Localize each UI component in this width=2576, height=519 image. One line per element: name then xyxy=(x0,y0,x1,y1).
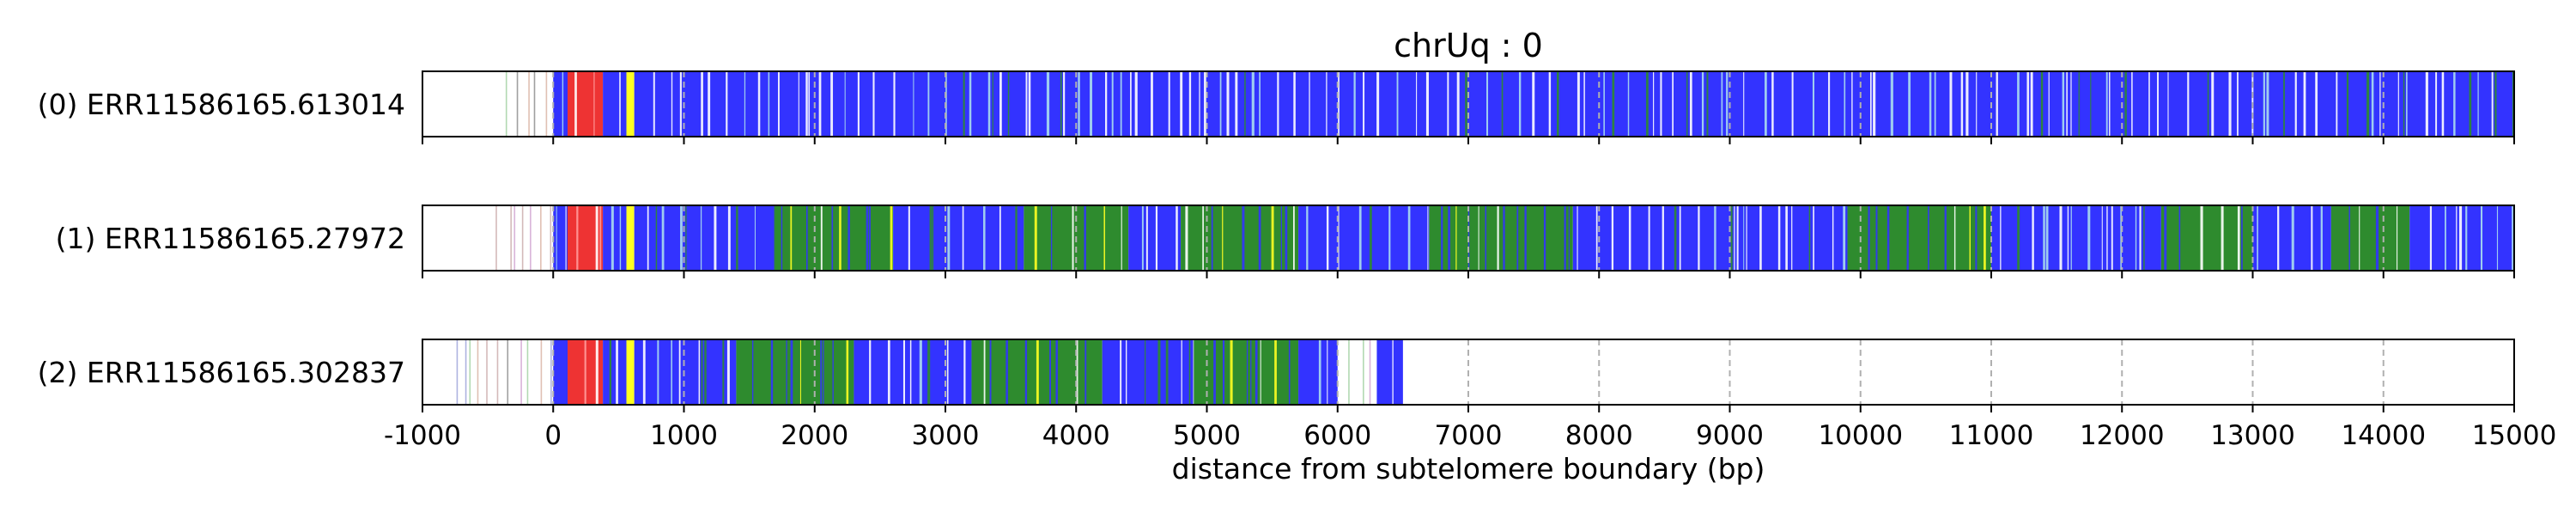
track-1-segment-8-stripes xyxy=(1034,205,1122,271)
track-2-segment-11 xyxy=(1298,339,1338,405)
track-1-segment-18-stripes xyxy=(2348,205,2398,271)
track-2-segment-6-stripes xyxy=(751,339,849,405)
track-2-segment-1 xyxy=(553,339,568,405)
x-tick-label: 8000 xyxy=(1565,420,1633,451)
track-2-segment-5-stripes xyxy=(642,339,730,405)
track-1-segment-4 xyxy=(626,205,635,271)
track-1-segment-0 xyxy=(495,205,552,271)
x-tick-label: 7000 xyxy=(1435,420,1503,451)
track-0-segment-1 xyxy=(553,71,568,137)
track-1-segment-10-stripes xyxy=(1185,205,1295,271)
track-1-segment-5-stripes xyxy=(647,205,777,271)
track-1-segment-9-stripes xyxy=(1141,205,1178,271)
track-2-segment-3 xyxy=(603,339,627,405)
track-1-segment-6-stripes xyxy=(781,205,893,271)
track-1-segment-14-stripes xyxy=(1868,205,1986,271)
track-0-segment-2-stripes xyxy=(574,71,595,137)
track-1-segment-11 xyxy=(1298,205,1430,271)
track-1-segment-6 xyxy=(775,205,894,271)
x-axis-label: distance from subtelomere boundary (bp) xyxy=(1172,452,1765,485)
track-0-segment-5 xyxy=(634,71,2514,137)
track-2-segment-9-stripes xyxy=(1120,339,1194,405)
track-1-segment-1-stripes xyxy=(556,205,567,271)
x-tick-label: 6000 xyxy=(1303,420,1371,451)
track-1-segment-3 xyxy=(603,205,627,271)
track-1-segment-3-stripes xyxy=(611,205,622,271)
track-1-segment-9 xyxy=(1128,205,1182,271)
track-0-segment-3 xyxy=(603,71,627,137)
track-0-segment-5-stripes xyxy=(653,71,2514,137)
track-2-segment-9 xyxy=(1102,339,1194,405)
track-0-segment-2 xyxy=(567,71,604,137)
x-tick-label: 3000 xyxy=(912,420,980,451)
track-2-segment-7 xyxy=(854,339,972,405)
x-tick-label: 1000 xyxy=(650,420,718,451)
track-2: (2) ERR11586165.302837 xyxy=(38,339,2515,412)
track-2-segment-2-stripes xyxy=(584,339,598,405)
track-1-segment-11-stripes xyxy=(1306,205,1429,271)
track-1-segment-15-stripes xyxy=(2000,205,2145,271)
track-1-segment-2-stripes xyxy=(576,205,602,271)
track-1: (1) ERR11586165.27972 xyxy=(56,205,2515,278)
track-2-segment-11-stripes xyxy=(1318,339,1328,405)
track-label-0: (0) ERR11586165.613014 xyxy=(38,88,405,121)
track-2-segment-12 xyxy=(1348,339,1371,405)
track-2-segment-13 xyxy=(1376,339,1403,405)
track-1-segment-14 xyxy=(1847,205,1991,271)
track-2-segment-10 xyxy=(1194,339,1299,405)
track-0-segment-4 xyxy=(626,71,635,137)
track-2-segment-10-stripes xyxy=(1213,339,1291,405)
track-0: (0) ERR11586165.613014 xyxy=(38,70,2515,144)
x-tick-label: 2000 xyxy=(781,420,848,451)
tracks-layer: (0) ERR11586165.613014 (1) ERR11586165.27… xyxy=(38,70,2515,412)
track-2-segment-6 xyxy=(736,339,854,405)
track-1-segment-19-stripes xyxy=(2429,205,2514,271)
track-1-segment-5 xyxy=(634,205,776,271)
track-1-segment-1 xyxy=(553,205,568,271)
track-1-segment-10 xyxy=(1181,205,1299,271)
track-1-segment-7 xyxy=(893,205,1024,271)
track-label-2: (2) ERR11586165.302837 xyxy=(38,356,405,389)
x-tick-label: 0 xyxy=(544,420,562,451)
track-2-segment-13-stripes xyxy=(1392,339,1394,405)
track-1-segment-16-stripes xyxy=(2164,205,2243,271)
track-2-segment-3-stripes xyxy=(609,339,618,405)
x-tick-label: 11000 xyxy=(1949,420,2034,451)
x-tick-label: 5000 xyxy=(1173,420,1241,451)
x-tick-label: 4000 xyxy=(1042,420,1110,451)
x-tick-label: 13000 xyxy=(2210,420,2295,451)
track-label-1: (1) ERR11586165.27972 xyxy=(56,222,405,255)
track-0-segment-1-stripes xyxy=(562,71,564,137)
track-1-segment-12-stripes xyxy=(1441,205,1570,271)
track-1-segment-12 xyxy=(1429,205,1573,271)
track-1-segment-13-stripes xyxy=(1577,205,1846,271)
track-2-segment-7-stripes xyxy=(869,339,966,405)
track-1-segment-7-stripes xyxy=(908,205,1018,271)
track-0-segment-0 xyxy=(505,71,548,137)
track-0-segment-3-stripes xyxy=(619,71,621,137)
x-tick-label: -1000 xyxy=(384,420,461,451)
track-1-segment-16 xyxy=(2160,205,2253,271)
track-2-segment-0 xyxy=(456,339,552,405)
x-tick-label: 14000 xyxy=(2341,420,2426,451)
track-1-segment-13 xyxy=(1572,205,1848,271)
x-tick-label: 9000 xyxy=(1696,420,1764,451)
track-1-segment-17-stripes xyxy=(2257,205,2323,271)
x-tick-label: 12000 xyxy=(2080,420,2165,451)
track-2-segment-8-stripes xyxy=(983,339,1087,405)
x-tick-label: 10000 xyxy=(1818,420,1903,451)
x-axis: -1000 0 1000 2000 3000 4000 5000 6000 7000 8000 90… xyxy=(384,420,2556,451)
track-1-segment-18 xyxy=(2330,205,2410,271)
track-2-segment-4 xyxy=(626,339,635,405)
x-tick-label: 15000 xyxy=(2472,420,2557,451)
chart-title: chrUq : 0 xyxy=(1394,27,1543,64)
track-2-segment-5 xyxy=(634,339,737,405)
